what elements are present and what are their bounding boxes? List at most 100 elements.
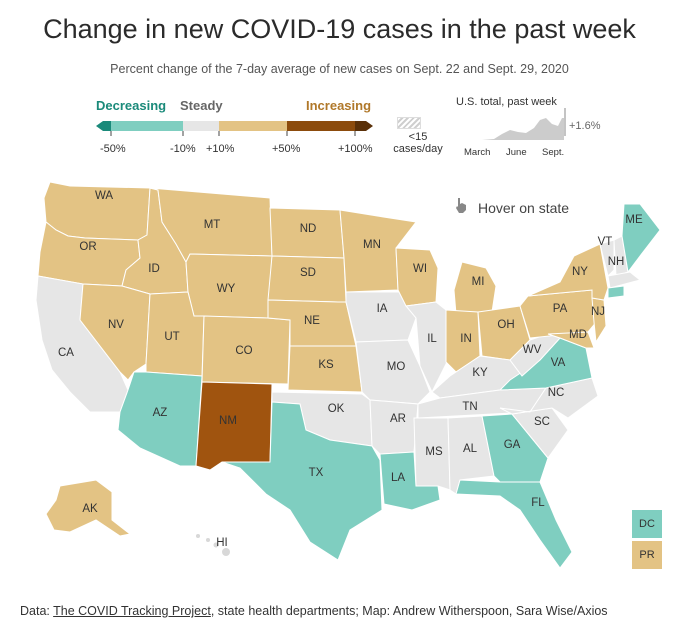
state-label-ut: UT xyxy=(164,331,179,343)
legend-seg-steady xyxy=(183,121,219,131)
legend-seg-increase xyxy=(219,121,287,131)
state-hi[interactable] xyxy=(196,534,230,556)
state-label-me: ME xyxy=(625,214,643,226)
state-label-sd: SD xyxy=(300,267,316,279)
state-label-wv: WV xyxy=(523,344,542,356)
state-nj[interactable] xyxy=(591,297,607,344)
state-nc[interactable] xyxy=(499,377,599,419)
legend-hatch-label: <15 cases/day xyxy=(388,131,448,155)
footer-prefix: Data: xyxy=(20,604,54,618)
state-sd[interactable] xyxy=(267,255,347,303)
chart-subtitle: Percent change of the 7-day average of n… xyxy=(110,62,569,76)
state-label-al: AL xyxy=(463,443,478,455)
us-total-xlabel-june: June xyxy=(506,147,527,158)
state-label-ga: GA xyxy=(504,439,521,451)
state-label-vt: VT xyxy=(598,236,613,248)
territory-dc[interactable]: DC xyxy=(632,510,662,538)
legend-seg-strong-increase xyxy=(287,121,355,131)
us-total-xlabel-march: March xyxy=(464,147,491,158)
state-label-ms: MS xyxy=(425,446,443,458)
state-mi[interactable] xyxy=(453,261,497,315)
state-label-tx: TX xyxy=(309,467,324,479)
state-label-tn: TN xyxy=(462,401,477,413)
state-label-fl: FL xyxy=(531,497,545,509)
state-ct[interactable] xyxy=(607,285,625,299)
state-label-hi: HI xyxy=(216,537,228,549)
state-ar[interactable] xyxy=(369,399,419,455)
state-tx[interactable] xyxy=(221,401,383,561)
us-total-sparkline xyxy=(482,108,566,140)
footer-credits: Data: The COVID Tracking Project, state … xyxy=(20,604,608,618)
state-label-pa: PA xyxy=(553,303,568,315)
state-label-nh: NH xyxy=(608,256,625,268)
legend-tick-plus50: +50% xyxy=(272,143,301,155)
legend-bar xyxy=(96,121,373,136)
us-total-xlabel-sept: Sept. xyxy=(542,147,565,158)
state-ak[interactable] xyxy=(45,479,132,537)
legend-tick-plus10: +10% xyxy=(206,143,235,155)
legend-seg-decrease xyxy=(111,121,183,131)
legend-seg-max-increase xyxy=(355,121,373,131)
state-label-wy: WY xyxy=(217,283,236,295)
state-label-mt: MT xyxy=(204,219,221,231)
state-label-mn: MN xyxy=(363,239,381,251)
state-wi[interactable] xyxy=(395,247,439,307)
state-label-va: VA xyxy=(551,357,566,369)
legend-hatch-line2: cases/day xyxy=(393,143,443,155)
state-label-la: LA xyxy=(391,472,405,484)
hover-hint: Hover on state xyxy=(478,200,570,216)
state-label-nj: NJ xyxy=(591,306,605,318)
legend-decreasing: Decreasing xyxy=(96,98,167,113)
state-label-nd: ND xyxy=(300,223,317,235)
legend-hatch-line1: <15 xyxy=(408,131,428,143)
state-az[interactable] xyxy=(117,371,203,467)
legend-hatch-swatch xyxy=(397,117,421,129)
state-label-ok: OK xyxy=(328,403,345,415)
state-label-or: OR xyxy=(79,241,96,253)
pointer-hand-icon xyxy=(456,198,466,213)
state-label-mo: MO xyxy=(387,361,406,373)
state-label-id: ID xyxy=(148,263,160,275)
state-la[interactable] xyxy=(379,451,441,511)
state-label-ca: CA xyxy=(58,347,74,359)
state-label-nm: NM xyxy=(219,415,237,427)
state-label-mi: MI xyxy=(472,276,485,288)
state-label-wa: WA xyxy=(95,190,113,202)
footer-source-link[interactable]: The COVID Tracking Project xyxy=(53,604,211,618)
state-ny[interactable] xyxy=(527,243,609,301)
state-label-wi: WI xyxy=(413,263,427,275)
state-label-il: IL xyxy=(427,333,437,345)
us-total-title: U.S. total, past week xyxy=(456,96,557,108)
territory-pr[interactable]: PR xyxy=(632,541,662,569)
state-label-co: CO xyxy=(235,345,252,357)
state-ms[interactable] xyxy=(413,417,451,491)
legend-steady: Steady xyxy=(180,98,223,113)
state-label-az: AZ xyxy=(153,407,168,419)
chart-title: Change in new COVID-19 cases in the past… xyxy=(43,14,636,44)
sparkline-area xyxy=(482,118,564,140)
state-label-ks: KS xyxy=(318,359,334,371)
state-ma[interactable] xyxy=(607,271,642,289)
legend-tick-minus50: -50% xyxy=(100,143,126,155)
state-vt[interactable] xyxy=(599,239,615,277)
legend-seg-strong-decrease xyxy=(96,121,111,131)
state-label-ky: KY xyxy=(472,367,488,379)
state-md[interactable] xyxy=(547,331,595,349)
state-label-ny: NY xyxy=(572,266,588,278)
state-me[interactable] xyxy=(621,203,661,274)
state-label-md: MD xyxy=(569,329,587,341)
footer-rest: , state health departments; Map: Andrew … xyxy=(210,604,608,618)
us-map: WA OR CA ID NV MT WY UT AZ CO NM ND SD NE KS OK TX MN IA MO… xyxy=(35,181,661,569)
state-fl[interactable] xyxy=(455,479,573,569)
state-label-ar: AR xyxy=(390,413,406,425)
state-label-ak: AK xyxy=(82,503,98,515)
legend-tick-minus10: -10% xyxy=(170,143,196,155)
state-mo[interactable] xyxy=(355,339,431,405)
state-label-ia: IA xyxy=(377,303,388,315)
state-co[interactable] xyxy=(201,315,291,385)
state-label-sc: SC xyxy=(534,416,550,428)
state-label-nc: NC xyxy=(548,387,565,399)
state-label-nv: NV xyxy=(108,319,124,331)
state-il[interactable] xyxy=(405,301,451,394)
us-total-value: +1.6% xyxy=(569,120,601,132)
